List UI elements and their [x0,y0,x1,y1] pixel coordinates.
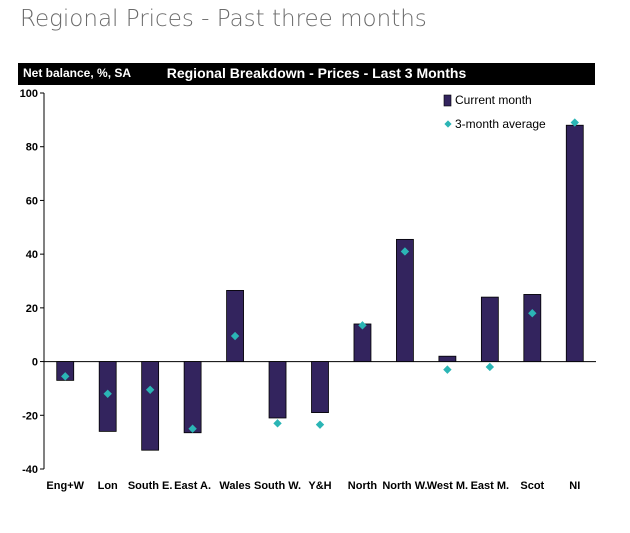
y-tick-label: 60 [26,195,38,207]
marker-North W. [400,247,410,256]
marker-West M. [443,365,452,374]
y-tick-label: -20 [22,410,38,422]
x-tick-label: West M. [427,480,468,492]
marker-Eng+W [61,372,70,381]
y-tick-label: 40 [26,249,38,261]
marker-NI [570,118,579,127]
x-tick-label: Lon [98,480,118,492]
bar-Wales [226,289,244,362]
bar-NI [565,124,584,362]
x-tick-label: East M. [471,480,510,492]
bar-South E. [141,361,160,451]
x-tick-label: North [348,480,378,492]
y-tick-label: 0 [32,357,38,369]
marker-Wales [230,331,240,341]
legend-bar-swatch [443,94,452,107]
page-heading: Regional Prices - Past three months [20,6,427,32]
legend-label-average: 3-month average [455,117,546,131]
marker-Lon [103,389,112,398]
marker-East M. [485,362,495,372]
marker-Y&H [315,420,325,429]
marker-North [358,321,367,330]
x-tick-label: NI [569,480,580,492]
marker-East A. [188,424,197,433]
legend-marker-swatch [444,120,452,128]
bar-East M. [480,296,499,362]
marker-Scot [528,309,537,318]
bar-Y&H [311,361,329,414]
x-tick-label: Scot [520,480,544,492]
x-tick-label: South W. [254,480,301,492]
bar-South W. [268,361,287,419]
bar-Scot [523,294,542,362]
bar-West M. [438,355,457,362]
chart-title: Regional Breakdown - Prices - Last 3 Mon… [166,65,467,81]
chart-banner: Net balance, %, SA Regional Breakdown - … [18,63,595,85]
bar-East A. [183,361,202,434]
bar-North W. [396,238,414,362]
x-tick-label: East A. [174,480,211,492]
legend-label-current: Current month [455,93,532,107]
y-tick-label: 100 [20,88,38,100]
marker-South E. [145,385,155,394]
bar-North [353,323,372,362]
y-axis-label: Net balance, %, SA [23,66,132,80]
y-tick-label: -40 [22,464,38,476]
y-tick-label: 20 [26,303,38,315]
marker-South W. [273,419,282,428]
y-tick-label: 80 [26,142,38,154]
x-tick-label: South E. [128,480,173,492]
x-tick-label: Eng+W [46,480,84,492]
x-tick-label: North W. [382,480,427,492]
x-tick-label: Wales [219,480,250,492]
x-tick-label: Y&H [308,480,331,492]
